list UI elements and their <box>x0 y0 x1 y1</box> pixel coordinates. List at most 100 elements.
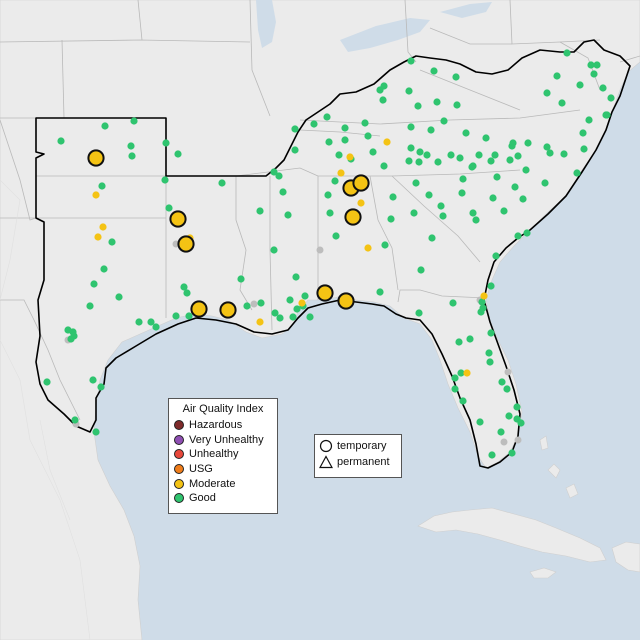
good-monitor-marker[interactable] <box>607 94 615 102</box>
good-monitor-marker[interactable] <box>323 113 331 121</box>
good-monitor-marker[interactable] <box>291 125 299 133</box>
temporary-moderate-monitor-marker[interactable] <box>337 292 355 310</box>
moderate-monitor-marker[interactable] <box>480 292 488 300</box>
temporary-moderate-monitor-marker[interactable] <box>177 235 195 253</box>
good-monitor-marker[interactable] <box>293 305 301 313</box>
good-monitor-marker[interactable] <box>284 211 292 219</box>
good-monitor-marker[interactable] <box>270 168 278 176</box>
good-monitor-marker[interactable] <box>485 349 493 357</box>
moderate-monitor-marker[interactable] <box>337 169 345 177</box>
good-monitor-marker[interactable] <box>108 238 116 246</box>
good-monitor-marker[interactable] <box>433 98 441 106</box>
good-monitor-marker[interactable] <box>506 156 514 164</box>
moderate-monitor-marker[interactable] <box>298 299 306 307</box>
good-monitor-marker[interactable] <box>289 313 297 321</box>
good-monitor-marker[interactable] <box>487 157 495 165</box>
good-monitor-marker[interactable] <box>447 151 455 159</box>
good-monitor-marker[interactable] <box>128 152 136 160</box>
good-monitor-marker[interactable] <box>505 412 513 420</box>
good-monitor-marker[interactable] <box>172 312 180 320</box>
good-monitor-marker[interactable] <box>451 374 459 382</box>
good-monitor-marker[interactable] <box>416 148 424 156</box>
good-monitor-marker[interactable] <box>553 72 561 80</box>
moderate-monitor-marker[interactable] <box>92 191 100 199</box>
good-monitor-marker[interactable] <box>341 136 349 144</box>
good-monitor-marker[interactable] <box>487 329 495 337</box>
good-monitor-marker[interactable] <box>425 191 433 199</box>
good-monitor-marker[interactable] <box>276 314 284 322</box>
good-monitor-marker[interactable] <box>407 57 415 65</box>
good-monitor-marker[interactable] <box>286 296 294 304</box>
good-monitor-marker[interactable] <box>326 209 334 217</box>
good-monitor-marker[interactable] <box>492 252 500 260</box>
good-monitor-marker[interactable] <box>599 84 607 92</box>
good-monitor-marker[interactable] <box>218 179 226 187</box>
moderate-monitor-marker[interactable] <box>99 223 107 231</box>
good-monitor-marker[interactable] <box>279 188 287 196</box>
temporary-moderate-monitor-marker[interactable] <box>190 300 208 318</box>
good-monitor-marker[interactable] <box>135 318 143 326</box>
good-monitor-marker[interactable] <box>332 232 340 240</box>
good-monitor-marker[interactable] <box>543 89 551 97</box>
good-monitor-marker[interactable] <box>380 162 388 170</box>
good-monitor-marker[interactable] <box>292 273 300 281</box>
good-monitor-marker[interactable] <box>257 299 265 307</box>
good-monitor-marker[interactable] <box>514 152 522 160</box>
good-monitor-marker[interactable] <box>434 158 442 166</box>
good-monitor-marker[interactable] <box>380 82 388 90</box>
good-monitor-marker[interactable] <box>546 149 554 157</box>
good-monitor-marker[interactable] <box>439 212 447 220</box>
good-monitor-marker[interactable] <box>379 96 387 104</box>
moderate-monitor-marker[interactable] <box>383 138 391 146</box>
good-monitor-marker[interactable] <box>580 145 588 153</box>
good-monitor-marker[interactable] <box>405 157 413 165</box>
good-monitor-marker[interactable] <box>407 144 415 152</box>
moderate-monitor-marker[interactable] <box>346 153 354 161</box>
moderate-monitor-marker[interactable] <box>357 199 365 207</box>
good-monitor-marker[interactable] <box>500 207 508 215</box>
good-monitor-marker[interactable] <box>185 312 193 320</box>
good-monitor-marker[interactable] <box>457 369 465 377</box>
good-monitor-marker[interactable] <box>587 61 595 69</box>
good-monitor-marker[interactable] <box>90 280 98 288</box>
temporary-moderate-monitor-marker[interactable] <box>316 284 334 302</box>
good-monitor-marker[interactable] <box>147 318 155 326</box>
good-monitor-marker[interactable] <box>412 179 420 187</box>
good-monitor-marker[interactable] <box>523 229 531 237</box>
good-monitor-marker[interactable] <box>271 309 279 317</box>
good-monitor-marker[interactable] <box>98 182 106 190</box>
good-monitor-marker[interactable] <box>452 73 460 81</box>
good-monitor-marker[interactable] <box>335 151 343 159</box>
good-monitor-marker[interactable] <box>301 292 309 300</box>
good-monitor-marker[interactable] <box>67 335 75 343</box>
good-monitor-marker[interactable] <box>458 189 466 197</box>
good-monitor-marker[interactable] <box>57 137 65 145</box>
good-monitor-marker[interactable] <box>522 166 530 174</box>
good-monitor-marker[interactable] <box>331 177 339 185</box>
good-monitor-marker[interactable] <box>453 101 461 109</box>
good-monitor-marker[interactable] <box>376 288 384 296</box>
good-monitor-marker[interactable] <box>573 169 581 177</box>
temporary-moderate-monitor-marker[interactable] <box>344 208 362 226</box>
good-monitor-marker[interactable] <box>593 61 601 69</box>
good-monitor-marker[interactable] <box>486 358 494 366</box>
good-monitor-marker[interactable] <box>590 70 598 78</box>
good-monitor-marker[interactable] <box>237 275 245 283</box>
good-monitor-marker[interactable] <box>489 194 497 202</box>
good-monitor-marker[interactable] <box>341 124 349 132</box>
good-monitor-marker[interactable] <box>493 173 501 181</box>
good-monitor-marker[interactable] <box>270 246 278 254</box>
good-monitor-marker[interactable] <box>417 266 425 274</box>
good-monitor-marker[interactable] <box>364 132 372 140</box>
good-monitor-marker[interactable] <box>161 176 169 184</box>
good-monitor-marker[interactable] <box>478 298 486 306</box>
moderate-monitor-marker[interactable] <box>94 233 102 241</box>
moderate-monitor-marker[interactable] <box>256 318 264 326</box>
good-monitor-marker[interactable] <box>310 120 318 128</box>
good-monitor-marker[interactable] <box>440 117 448 125</box>
good-monitor-marker[interactable] <box>275 172 283 180</box>
good-monitor-marker[interactable] <box>256 207 264 215</box>
good-monitor-marker[interactable] <box>361 119 369 127</box>
good-monitor-marker[interactable] <box>462 129 470 137</box>
good-monitor-marker[interactable] <box>369 148 377 156</box>
